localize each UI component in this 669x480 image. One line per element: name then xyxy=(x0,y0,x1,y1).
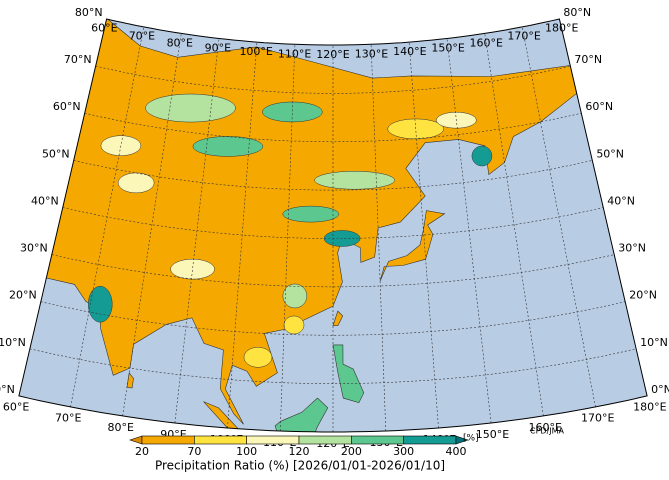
parallel xyxy=(62,207,604,239)
meridian xyxy=(122,33,182,416)
lon-label-top: 150°E xyxy=(431,41,464,54)
map-frame xyxy=(18,18,648,433)
lon-label-bottom: 150°E xyxy=(476,428,509,441)
colorbar-tick-label: 400 xyxy=(446,445,467,458)
lon-label-top: 100°E xyxy=(239,45,272,58)
lon-label-top: 130°E xyxy=(355,47,388,60)
lon-label-top: 110°E xyxy=(278,47,311,60)
meridian xyxy=(408,42,439,429)
lon-label-top: 70°E xyxy=(129,30,155,43)
lon-label-top: 90°E xyxy=(205,41,231,54)
patch xyxy=(262,101,323,123)
lat-label-right: 20°N xyxy=(629,289,657,302)
lat-label-right: 50°N xyxy=(596,147,624,160)
colorbar: 20 70 100 120 200 300 400 xyxy=(129,435,469,458)
lat-label-left: 10°N xyxy=(0,336,26,349)
lat-label-right: 60°N xyxy=(585,100,613,113)
parallel xyxy=(84,112,582,143)
lon-label-bottom: 160°E xyxy=(529,421,562,434)
patch xyxy=(314,170,395,190)
patch xyxy=(117,172,155,194)
lat-label-left: 50°N xyxy=(42,147,70,160)
lat-label-right: 40°N xyxy=(607,194,635,207)
lat-label-right: 10°N xyxy=(640,336,668,349)
patch xyxy=(170,258,215,280)
patch xyxy=(88,285,113,323)
lon-label-top: 170°E xyxy=(507,30,540,43)
land-borneo xyxy=(274,397,329,432)
lat-label-right: 80°N xyxy=(563,6,591,19)
lon-label-top: 60°E xyxy=(91,22,117,35)
lat-label-left: 60°N xyxy=(53,100,81,113)
lon-label-bottom: 80°E xyxy=(108,421,134,434)
colorbar-cell xyxy=(298,435,352,445)
lon-label-top: 180°E xyxy=(545,22,578,35)
colorbar-cell xyxy=(403,435,457,445)
colorbar-cell xyxy=(141,435,195,445)
colorbar-arrow-low xyxy=(129,435,143,445)
parallel xyxy=(73,160,593,191)
meridian xyxy=(279,44,296,432)
lon-label-bottom: 170°E xyxy=(581,412,614,425)
lat-label-left: 30°N xyxy=(20,242,48,255)
lon-label-bottom: 70°E xyxy=(55,412,81,425)
lon-label-bottom: 60°E xyxy=(3,401,29,414)
patch xyxy=(145,93,236,123)
lat-label-left: 80°N xyxy=(75,6,103,19)
lat-label-right: 30°N xyxy=(618,242,646,255)
colorbar-tick-label: 70 xyxy=(187,445,201,458)
colorbar-cell xyxy=(351,435,404,445)
lon-label-top: 80°E xyxy=(167,36,193,49)
lat-label-right: 70°N xyxy=(574,53,602,66)
land-philippines xyxy=(332,344,365,404)
lon-label-top: 160°E xyxy=(469,36,502,49)
colorbar-tick-label: 200 xyxy=(341,445,362,458)
land-taiwan xyxy=(332,310,344,326)
lat-label-left: 70°N xyxy=(64,53,92,66)
lat-label-left: 0°N xyxy=(0,383,15,396)
meridian xyxy=(370,44,387,432)
colorbar-tick-label: 20 xyxy=(135,445,149,458)
colorbar-title: Precipitation Ratio (%) [2026/01/01-2026… xyxy=(155,459,445,473)
colorbar-cell xyxy=(246,435,300,445)
credit: CPD/JMA xyxy=(530,427,565,436)
meridian xyxy=(521,26,596,407)
meridian xyxy=(484,33,544,416)
lat-label-right: 0°N xyxy=(651,383,669,396)
lat-label-left: 40°N xyxy=(31,194,59,207)
patch xyxy=(283,315,305,335)
colorbar-cell xyxy=(194,435,247,445)
lon-label-bottom: 180°E xyxy=(633,401,666,414)
lat-label-left: 20°N xyxy=(9,289,37,302)
patch xyxy=(282,283,308,309)
patch xyxy=(192,136,264,157)
lon-label-top: 140°E xyxy=(393,45,426,58)
colorbar-unit: [%] xyxy=(463,434,479,444)
colorbar-tick-label: 120 xyxy=(289,445,310,458)
patch xyxy=(282,205,339,223)
parallel xyxy=(51,254,615,288)
colorbar-arrow-high xyxy=(455,435,469,445)
colorbar-tick-label: 100 xyxy=(236,445,257,458)
colorbar-tick-label: 300 xyxy=(393,445,414,458)
patch xyxy=(471,145,493,167)
patch xyxy=(100,135,142,156)
lon-label-top: 120°E xyxy=(316,48,349,61)
patch xyxy=(387,118,444,140)
land-japan xyxy=(379,210,446,282)
parallel xyxy=(29,348,637,384)
patch xyxy=(243,347,273,368)
graticule xyxy=(29,26,637,432)
